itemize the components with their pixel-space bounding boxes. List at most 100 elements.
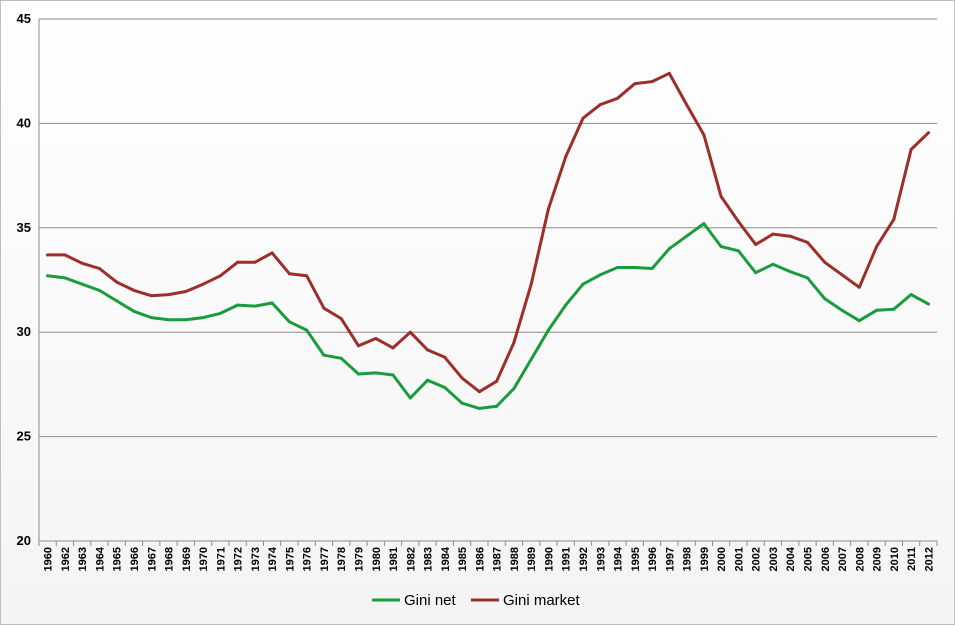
x-tick-label: 1974 xyxy=(267,546,279,571)
data-point xyxy=(650,80,654,84)
x-tick-label: 2010 xyxy=(889,547,901,571)
x-tick-label: 1972 xyxy=(233,547,245,571)
data-point xyxy=(184,289,188,293)
x-tick-label: 1965 xyxy=(112,547,124,571)
data-point xyxy=(719,194,723,198)
data-point xyxy=(719,245,723,249)
data-point xyxy=(374,371,378,375)
data-point xyxy=(857,319,861,323)
x-tick-label: 2001 xyxy=(733,547,745,571)
x-axis-ticks: 1960 1962 1963 1964 1965 1966 1967 1968 1969 1970… xyxy=(43,546,936,571)
data-point xyxy=(685,103,689,107)
y-tick-label: 45 xyxy=(17,11,31,26)
data-point xyxy=(805,276,809,280)
data-point xyxy=(236,260,240,264)
x-tick-label: 1963 xyxy=(77,547,89,571)
data-point xyxy=(477,406,481,410)
x-tick-label: 2004 xyxy=(785,546,797,571)
data-point xyxy=(339,317,343,321)
data-point xyxy=(875,245,879,249)
data-point xyxy=(63,253,67,257)
x-tick-label: 2009 xyxy=(872,547,884,571)
data-point xyxy=(115,299,119,303)
data-point xyxy=(97,288,101,292)
x-tick-label: 1991 xyxy=(561,547,573,571)
x-tick-label: 1998 xyxy=(682,547,694,571)
x-tick-label: 1960 xyxy=(43,547,55,571)
data-point xyxy=(184,318,188,322)
x-tick-label: 1985 xyxy=(457,547,469,571)
data-point xyxy=(616,96,620,100)
x-tick-label: 1981 xyxy=(388,547,400,571)
data-point xyxy=(426,378,430,382)
y-tick-label: 35 xyxy=(17,220,31,235)
x-tick-label: 1993 xyxy=(595,547,607,571)
data-point xyxy=(771,262,775,266)
x-tick-label: 1995 xyxy=(630,547,642,571)
series-line-gini-net xyxy=(46,222,930,410)
data-point xyxy=(201,316,205,320)
x-tick-label: 1987 xyxy=(492,547,504,571)
data-point xyxy=(270,301,274,305)
x-tick-label: 1992 xyxy=(578,547,590,571)
x-tick-label: 2011 xyxy=(906,547,918,571)
data-point xyxy=(460,376,464,380)
data-point xyxy=(201,282,205,286)
data-point xyxy=(132,288,136,292)
data-point xyxy=(132,309,136,313)
data-point xyxy=(616,265,620,269)
data-point xyxy=(564,303,568,307)
y-tick-label: 30 xyxy=(17,324,31,339)
data-point xyxy=(754,243,758,247)
x-tick-label: 1988 xyxy=(509,547,521,571)
series-line-gini-market xyxy=(46,71,930,394)
x-tick-label: 1964 xyxy=(94,546,106,571)
x-tick-label: 2006 xyxy=(820,547,832,571)
data-point xyxy=(46,253,50,257)
data-point xyxy=(512,387,516,391)
data-point xyxy=(546,328,550,332)
data-point xyxy=(374,336,378,340)
x-tick-label: 1996 xyxy=(647,547,659,571)
x-tick-label: 1982 xyxy=(405,547,417,571)
data-point xyxy=(840,273,844,277)
data-point xyxy=(667,71,671,75)
data-point xyxy=(253,260,257,264)
data-point xyxy=(598,103,602,107)
data-point xyxy=(823,260,827,264)
data-point xyxy=(633,265,637,269)
x-tick-label: 1967 xyxy=(146,547,158,571)
data-point xyxy=(495,404,499,408)
gridlines xyxy=(39,18,937,438)
data-point xyxy=(167,293,171,297)
data-point xyxy=(840,308,844,312)
data-point xyxy=(460,401,464,405)
x-tick-label: 1999 xyxy=(699,547,711,571)
data-point xyxy=(564,155,568,159)
data-point xyxy=(356,372,360,376)
x-tick-label: 2007 xyxy=(837,547,849,571)
x-tick-label: 1971 xyxy=(215,547,227,571)
series-lines xyxy=(46,71,930,410)
legend: Gini net Gini market xyxy=(372,592,581,609)
x-tick-label: 1989 xyxy=(526,547,538,571)
x-tick-label: 1980 xyxy=(371,547,383,571)
x-tick-label: 1975 xyxy=(284,547,296,571)
data-point xyxy=(546,207,550,211)
data-point xyxy=(253,304,257,308)
data-point xyxy=(788,234,792,238)
data-point xyxy=(443,386,447,390)
x-tick-label: 1990 xyxy=(543,547,555,571)
data-point xyxy=(909,293,913,297)
data-point xyxy=(391,346,395,350)
data-point xyxy=(218,274,222,278)
x-tick-label: 1968 xyxy=(164,547,176,571)
data-point xyxy=(115,280,119,284)
data-point xyxy=(63,276,67,280)
data-point xyxy=(46,274,50,278)
y-tick-label: 20 xyxy=(17,533,31,548)
data-point xyxy=(408,396,412,400)
data-point xyxy=(408,330,412,334)
data-point xyxy=(391,373,395,377)
